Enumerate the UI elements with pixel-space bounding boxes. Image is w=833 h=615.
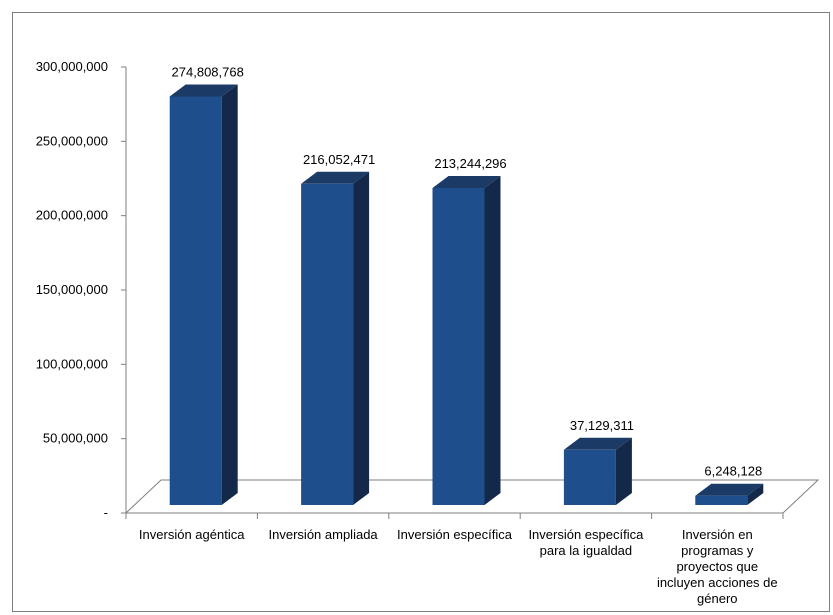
bar-side bbox=[615, 437, 632, 505]
bar-front bbox=[432, 187, 485, 505]
x-tick-label: Inversión en programas y proyectos que i… bbox=[656, 527, 778, 606]
bar-top bbox=[563, 437, 632, 450]
bar bbox=[695, 483, 764, 505]
bar bbox=[301, 171, 370, 505]
floor-outline bbox=[124, 479, 820, 514]
y-tick-label: - bbox=[104, 505, 108, 520]
bar-front bbox=[169, 96, 222, 506]
bar-front bbox=[563, 449, 616, 505]
bar-side bbox=[747, 483, 764, 505]
y-tick-labels: - 50,000,000 100,000,000 150,000,000 200,000… bbox=[36, 59, 126, 520]
bar bbox=[432, 175, 501, 505]
data-labels: 274,808,768 216,052,471 213,244,296 37,129,… bbox=[172, 64, 763, 478]
x-tick-label: Inversión agéntica bbox=[138, 527, 245, 542]
data-label: 274,808,768 bbox=[172, 64, 244, 79]
x-tick-label: Inversión específica para la igualdad bbox=[528, 527, 644, 558]
data-label: 37,129,311 bbox=[570, 418, 634, 433]
bar bbox=[563, 437, 632, 505]
y-tick-label: 100,000,000 bbox=[36, 356, 108, 371]
bar-front bbox=[301, 183, 354, 505]
bar-side bbox=[221, 84, 238, 506]
data-label: 216,052,471 bbox=[303, 152, 375, 167]
bar-top bbox=[695, 483, 764, 496]
bar-top bbox=[169, 84, 238, 97]
bar bbox=[169, 84, 238, 506]
y-tick-label: 150,000,000 bbox=[36, 282, 108, 297]
data-label: 6,248,128 bbox=[704, 464, 762, 479]
y-tick-label: 50,000,000 bbox=[43, 431, 108, 446]
bar-side bbox=[484, 175, 501, 505]
x-tick-label: Inversión ampliada bbox=[268, 527, 378, 542]
bar-front bbox=[695, 495, 748, 505]
bar-top bbox=[432, 175, 501, 188]
bar-chart: 274,808,768 216,052,471 213,244,296 37,129,… bbox=[36, 59, 820, 520]
y-tick-label: 300,000,000 bbox=[36, 59, 108, 74]
chart-frame: 274,808,768 216,052,471 213,244,296 37,129,… bbox=[12, 12, 830, 612]
y-tick-label: 200,000,000 bbox=[36, 208, 108, 223]
bars bbox=[169, 84, 764, 506]
y-tick-label: 250,000,000 bbox=[36, 133, 108, 148]
x-tick-label: Inversión específica bbox=[397, 527, 512, 542]
data-label: 213,244,296 bbox=[434, 156, 506, 171]
bar-side bbox=[353, 171, 370, 505]
bar-top bbox=[301, 171, 370, 184]
